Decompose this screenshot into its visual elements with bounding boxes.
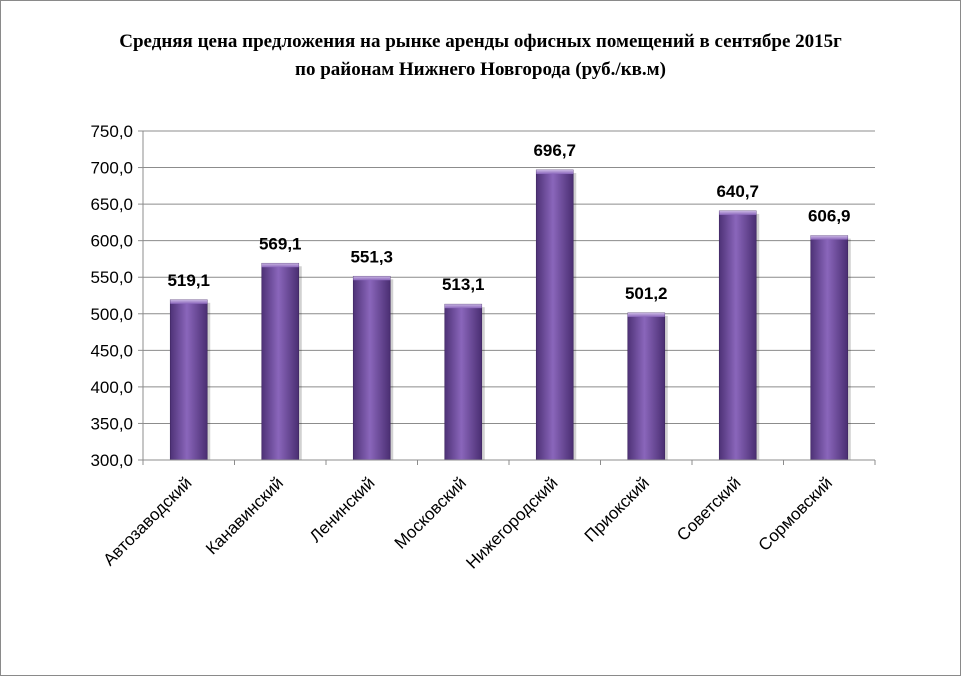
category-label: Сормовский	[755, 473, 836, 554]
y-tick-label: 300,0	[90, 451, 133, 470]
value-label: 569,1	[259, 234, 302, 253]
bar	[810, 235, 849, 461]
chart-title-line2: по районам Нижнего Новгорода (руб./кв.м)	[295, 59, 666, 80]
value-label: 696,7	[533, 141, 576, 160]
bar-cap	[261, 263, 299, 268]
value-label: 501,2	[625, 284, 668, 303]
bar-group	[627, 312, 668, 461]
y-tick-label: 450,0	[90, 341, 133, 360]
value-label: 513,1	[442, 275, 485, 294]
bar	[261, 262, 300, 461]
category-label: Канавинский	[202, 473, 287, 558]
axes	[138, 130, 876, 465]
value-label: 551,3	[350, 247, 393, 266]
bar-cap	[170, 299, 208, 304]
category-label: Московский	[391, 473, 470, 552]
category-label: Автозаводский	[100, 473, 196, 569]
bar-group	[810, 235, 851, 461]
bar-group	[718, 210, 760, 461]
bar-group	[352, 275, 394, 461]
bar	[444, 303, 483, 461]
gridlines	[143, 130, 875, 461]
bar-cap	[627, 312, 665, 317]
category-label: Нижегородский	[462, 473, 561, 572]
bar-cap	[810, 235, 848, 240]
y-tick-label: 550,0	[90, 268, 133, 287]
chart-title: Средняя цена предложения на рынке аренды…	[0, 28, 961, 84]
y-tick-label: 400,0	[90, 378, 133, 397]
y-tick-label: 600,0	[90, 232, 133, 251]
bar	[169, 299, 208, 461]
y-tick-label: 750,0	[90, 122, 133, 141]
category-label: Ленинский	[306, 473, 379, 546]
bar-group	[535, 169, 577, 461]
bar	[535, 169, 574, 461]
bar-group	[261, 262, 302, 461]
bars	[169, 169, 851, 461]
chart-title-line1: Средняя цена предложения на рынке аренды…	[119, 31, 842, 52]
value-label: 519,1	[167, 271, 210, 290]
y-tick-label: 650,0	[90, 195, 133, 214]
category-label: Советский	[673, 473, 744, 544]
value-label: 640,7	[716, 182, 759, 201]
y-tick-label: 500,0	[90, 305, 133, 324]
y-tick-label: 700,0	[90, 159, 133, 178]
bar	[718, 210, 757, 461]
y-tick-label: 350,0	[90, 414, 133, 433]
category-label: Приокский	[581, 473, 653, 545]
bar-cap	[719, 210, 757, 215]
bar-cap	[353, 276, 391, 281]
bar-group	[169, 299, 211, 461]
bar-cap	[444, 304, 482, 309]
value-label: 606,9	[808, 207, 851, 226]
bar-group	[444, 303, 485, 461]
bar-cap	[536, 169, 574, 174]
bar	[352, 275, 391, 461]
bar	[627, 312, 666, 461]
